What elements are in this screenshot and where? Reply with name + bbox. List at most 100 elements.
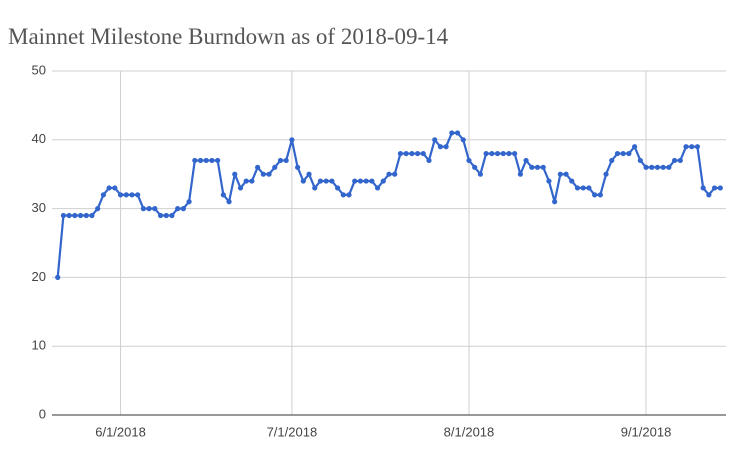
data-point: [186, 199, 192, 205]
data-point: [277, 157, 284, 164]
data-point: [180, 206, 186, 212]
data-point: [506, 150, 512, 157]
data-point: [215, 157, 221, 164]
data-point: [386, 171, 392, 177]
data-point: [209, 157, 215, 164]
data-point: [266, 171, 272, 177]
data-point: [346, 192, 352, 198]
data-point: [197, 157, 204, 164]
data-point: [666, 164, 672, 170]
data-point: [152, 206, 158, 212]
data-point: [637, 157, 643, 164]
data-point: [226, 199, 232, 205]
data-point: [649, 164, 655, 170]
data-point: [374, 185, 381, 191]
y-tick-label: 30: [32, 200, 46, 215]
data-point: [392, 171, 398, 177]
data-point: [523, 157, 529, 164]
x-tick-label: 6/1/2018: [95, 424, 146, 439]
data-point: [243, 178, 249, 184]
data-point: [169, 212, 175, 219]
data-point: [449, 130, 455, 136]
data-point: [272, 164, 278, 170]
data-point: [232, 171, 238, 177]
chart-title: Mainnet Milestone Burndown as of 2018-09…: [8, 24, 449, 49]
data-point: [706, 192, 712, 198]
data-point: [529, 164, 535, 170]
data-point: [489, 150, 495, 157]
data-point: [369, 178, 375, 184]
y-tick-label: 50: [32, 62, 46, 77]
data-point: [317, 178, 324, 184]
data-point: [77, 212, 84, 219]
data-point: [597, 192, 603, 198]
data-point: [140, 206, 146, 212]
data-point: [72, 212, 78, 219]
y-tick-label: 0: [39, 406, 46, 421]
data-point: [260, 171, 266, 177]
data-point: [117, 192, 124, 198]
data-point: [466, 157, 472, 164]
data-point: [100, 192, 107, 198]
data-point: [654, 164, 661, 170]
data-point: [352, 178, 358, 184]
data-point: [603, 171, 609, 177]
data-point: [106, 185, 112, 191]
data-point: [135, 192, 141, 198]
data-point: [340, 192, 346, 198]
y-tick-label: 10: [32, 338, 46, 353]
data-point: [437, 144, 444, 150]
data-point: [163, 212, 169, 219]
data-point: [123, 192, 129, 198]
data-point: [592, 192, 598, 198]
data-point: [283, 157, 289, 164]
x-tick-label: 9/1/2018: [621, 424, 672, 439]
data-point: [689, 144, 695, 150]
data-point: [671, 157, 678, 164]
data-point: [443, 144, 449, 150]
data-point: [220, 192, 226, 198]
data-point: [620, 150, 626, 157]
data-point: [660, 164, 666, 170]
data-point: [203, 157, 209, 164]
data-point: [129, 192, 135, 198]
x-tick-label: 7/1/2018: [267, 424, 318, 439]
data-point: [557, 171, 563, 177]
data-point: [306, 171, 312, 177]
data-point: [546, 178, 552, 184]
data-point: [677, 157, 683, 164]
data-point: [500, 150, 506, 157]
data-point: [329, 178, 335, 184]
x-tick-label: 8/1/2018: [444, 424, 495, 439]
data-point: [632, 144, 638, 150]
data-point: [289, 137, 295, 143]
data-point: [711, 185, 718, 191]
data-point: [397, 150, 404, 157]
data-point: [552, 199, 558, 205]
data-point: [454, 130, 461, 136]
data-point: [363, 178, 369, 184]
data-point: [700, 185, 706, 191]
data-point: [357, 178, 364, 184]
data-point: [643, 164, 649, 170]
data-point: [460, 137, 466, 143]
data-point: [83, 212, 89, 219]
data-point: [295, 164, 301, 170]
data-point: [112, 185, 118, 191]
data-point: [312, 185, 318, 191]
data-point: [146, 206, 152, 212]
data-point: [192, 157, 198, 164]
data-point: [403, 150, 409, 157]
data-point: [95, 206, 101, 212]
data-point: [334, 185, 341, 191]
data-point: [66, 212, 72, 219]
data-point: [517, 171, 523, 177]
data-point: [717, 185, 723, 191]
data-point: [323, 178, 329, 184]
y-tick-label: 40: [32, 131, 46, 146]
data-point: [534, 164, 541, 170]
data-point: [237, 185, 244, 191]
data-point: [432, 137, 438, 143]
